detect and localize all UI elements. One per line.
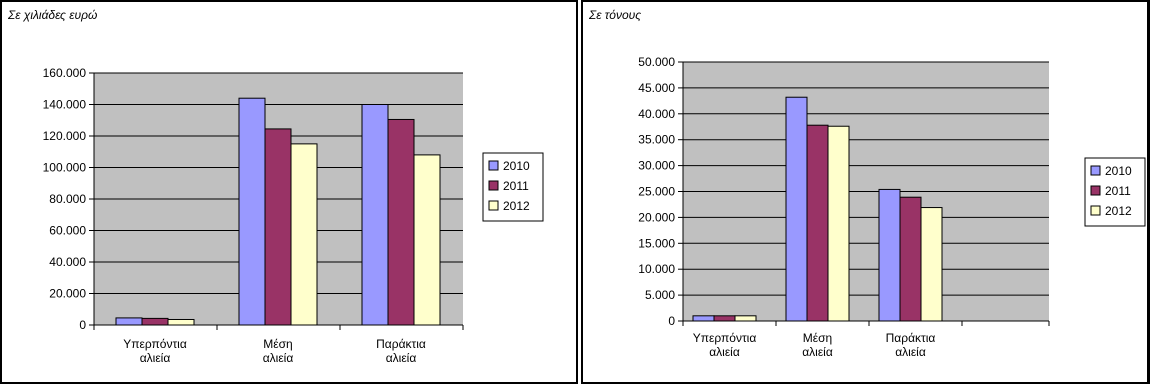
bar-chart-volume: 0 5.000 10.000 15.000 20.000 25.000 30.000 35.0… [638,55,1146,359]
bar [167,318,195,326]
y-tick-label: 35.000 [638,133,675,147]
y-tick-label: 140.000 [43,98,87,112]
bar [290,143,318,326]
legend-label: 2010 [503,159,530,173]
bar [713,315,736,322]
bar-chart-value: 0 20.000 40.000 60.000 80.000 100.000 120.000 1… [43,66,544,365]
y-tick-label: 60.000 [49,224,86,238]
y-tick-label: 25.000 [638,185,675,199]
y-tick-label: 0 [668,314,675,328]
bar [141,317,169,326]
bar [827,125,850,322]
bar [692,315,715,322]
x-tick-label: Υπερπόντια [123,337,187,351]
y-tick-label: 45.000 [638,81,675,95]
y-tick-label: 80.000 [49,192,86,206]
legend-label: 2011 [1105,184,1131,198]
legend-label: 2012 [1105,204,1132,218]
x-tick-label: Μέση [263,337,292,351]
chart-panel-volume: Σε τόνους 0 5.000 10.000 15.000 20.000 25.000… [581,0,1150,384]
bar [806,124,829,322]
x-tick-label: Παράκτια [376,337,426,351]
bar [413,154,441,326]
y-tick-label: 30.000 [638,159,675,173]
legend-swatch [488,160,499,171]
legend-label: 2012 [503,199,530,213]
y-tick-label: 15.000 [638,236,675,250]
x-tick-label: αλιεία [802,345,833,359]
y-tick-label: 10.000 [638,262,675,276]
legend-swatch [488,180,499,191]
y-tick-label: 40.000 [638,107,675,121]
bar [264,128,292,326]
legend-swatch [1090,185,1101,196]
y-tick-label: 50.000 [638,55,675,69]
legend-label: 2011 [503,179,529,193]
y-tick-label: 5.000 [645,288,675,302]
x-tick-label: αλιεία [140,351,171,365]
bar [238,97,266,326]
bar [734,315,757,322]
chart-title: Σε τόνους [589,8,642,22]
bar [878,188,901,322]
x-tick-label: αλιεία [895,345,926,359]
y-tick-label: 20.000 [49,287,86,301]
x-tick-label: αλιεία [709,345,740,359]
y-tick-label: 0 [79,318,86,332]
x-tick-label: Μέση [803,331,832,345]
bar [920,207,943,322]
x-tick-label: Υπερπόντια [693,331,757,345]
bar [899,196,922,322]
x-tick-label: αλιεία [263,351,294,365]
x-tick-label: αλιεία [386,351,417,365]
bar [361,104,389,326]
legend-label: 2010 [1105,164,1132,178]
y-tick-label: 160.000 [43,66,87,80]
legend-swatch [488,200,499,211]
chart-panel-value: Σε χιλιάδες ευρώ 0 20.000 40.000 60.000 80.0… [0,0,578,384]
y-tick-label: 20.000 [638,210,675,224]
y-tick-label: 40.000 [49,255,86,269]
y-tick-label: 120.000 [43,129,87,143]
chart-title: Σε χιλιάδες ευρώ [8,8,98,22]
bar [115,317,143,326]
y-tick-label: 100.000 [43,161,87,175]
bar [387,118,415,326]
legend-swatch [1090,205,1101,216]
bar [785,96,808,322]
legend-swatch [1090,165,1101,176]
x-tick-label: Παράκτια [886,331,936,345]
